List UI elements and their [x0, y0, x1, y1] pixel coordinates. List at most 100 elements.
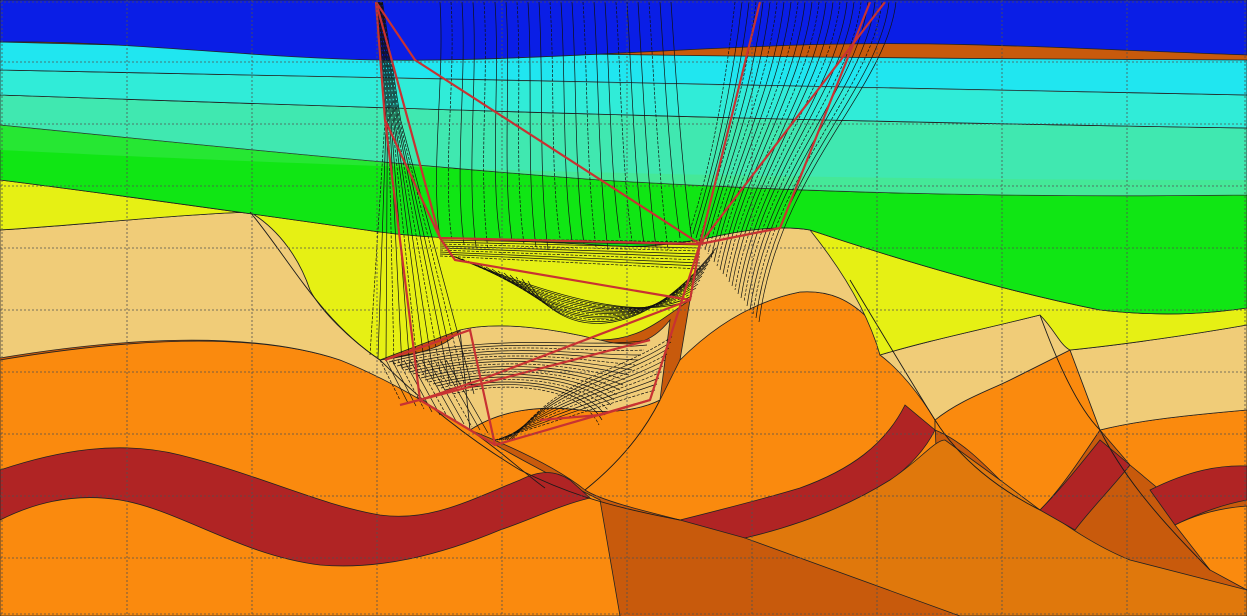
- ray-envelope-6: [699, 1, 872, 246]
- ray-path: [510, 341, 672, 441]
- ray-path: [379, 1, 427, 377]
- ray-path: [752, 1, 883, 315]
- ray-path: [400, 352, 639, 369]
- ray-path: [527, 247, 717, 324]
- layer-orange-dark-right: [743, 439, 1247, 616]
- ray-envelope-3: [384, 119, 441, 239]
- ray-path: [502, 365, 664, 441]
- ray-path: [755, 1, 890, 319]
- ray-path: [497, 267, 707, 316]
- ray-envelope-5: [384, 328, 497, 446]
- ray-path: [498, 377, 660, 441]
- ray-path: [648, 1, 669, 251]
- ray-path: [384, 339, 651, 361]
- ray-path: [505, 1, 513, 242]
- ray-envelope-7: [439, 237, 691, 302]
- ray-path: [604, 1, 621, 239]
- ray-path: [421, 359, 457, 422]
- ray-path: [459, 1, 465, 245]
- ray-path: [734, 1, 841, 291]
- ray-path: [704, 1, 771, 251]
- ray-path: [378, 1, 419, 374]
- ray-path: [719, 1, 806, 271]
- ray-path: [439, 253, 701, 267]
- ray-path: [515, 255, 713, 321]
- fault-line-2: [584, 399, 661, 491]
- ray-path: [731, 1, 834, 287]
- layer-aqua: [0, 69, 1247, 129]
- ray-path: [377, 1, 403, 368]
- layer-light-green-stripe: [0, 125, 1247, 196]
- ray-path: [461, 258, 695, 309]
- ray-path: [527, 1, 537, 248]
- ray-path: [379, 359, 401, 401]
- layer-orange-corner: [1174, 505, 1247, 591]
- ray-path: [746, 1, 869, 307]
- ray-path: [582, 1, 597, 248]
- ray-path: [707, 1, 778, 255]
- ray-path: [571, 1, 585, 245]
- ray-path: [396, 350, 642, 367]
- ray-path: [439, 249, 701, 261]
- ray-path: [378, 1, 411, 371]
- ray-path: [381, 1, 467, 392]
- ray-path: [637, 1, 657, 248]
- ray-path: [689, 1, 736, 231]
- ray-path: [710, 1, 785, 259]
- ray-envelope-9: [399, 338, 651, 407]
- ray-path: [713, 1, 792, 263]
- ray-path: [376, 1, 388, 362]
- ray-path: [379, 1, 435, 380]
- ray-path: [385, 359, 409, 404]
- ray-path: [512, 335, 674, 441]
- ray-path: [404, 355, 636, 371]
- ray-path: [521, 251, 715, 322]
- fault-line-0: [249, 211, 381, 361]
- fault-line-3: [849, 279, 1041, 511]
- fault-line-4: [1039, 314, 1211, 571]
- ray-path: [380, 1, 443, 383]
- ray-path: [692, 1, 743, 235]
- ray-path: [436, 376, 612, 406]
- ray-path: [538, 1, 549, 251]
- ray-path: [452, 386, 600, 426]
- layer-water: [0, 0, 1247, 61]
- ray-path: [439, 243, 701, 252]
- ray-envelope-outlines: [374, 1, 886, 447]
- ray-path: [615, 1, 633, 242]
- ray-path: [737, 1, 848, 295]
- ray-path: [392, 347, 645, 365]
- ray-path: [471, 1, 477, 248]
- ray-path: [439, 241, 701, 249]
- ray-path: [439, 247, 701, 258]
- ray-path: [483, 1, 489, 251]
- ray-path: [701, 1, 764, 247]
- ray-path: [439, 255, 701, 270]
- ray-path: [716, 1, 799, 267]
- ray-path: [758, 1, 897, 323]
- ray-path: [626, 1, 645, 245]
- layer-red-band-far-right: [1149, 465, 1247, 526]
- ray-path: [439, 239, 701, 246]
- ray-path: [728, 1, 827, 283]
- ray-path: [503, 263, 709, 317]
- ray-path: [439, 251, 701, 264]
- ray-path: [695, 1, 750, 239]
- ray-path: [722, 1, 813, 275]
- ray-path: [494, 1, 501, 239]
- ray-path: [743, 1, 862, 303]
- ray-path: [439, 245, 701, 255]
- ray-path: [439, 359, 481, 431]
- ray-path: [382, 1, 475, 395]
- ray-envelope-2: [375, 1, 701, 245]
- ray-path: [436, 1, 442, 239]
- ray-path: [593, 1, 609, 251]
- ray-path: [509, 259, 711, 319]
- ray-envelope-8: [539, 398, 651, 422]
- ray-path: [391, 359, 417, 407]
- ray-path: [416, 363, 627, 381]
- ray-path: [412, 360, 630, 376]
- ray-envelope-0: [374, 1, 886, 246]
